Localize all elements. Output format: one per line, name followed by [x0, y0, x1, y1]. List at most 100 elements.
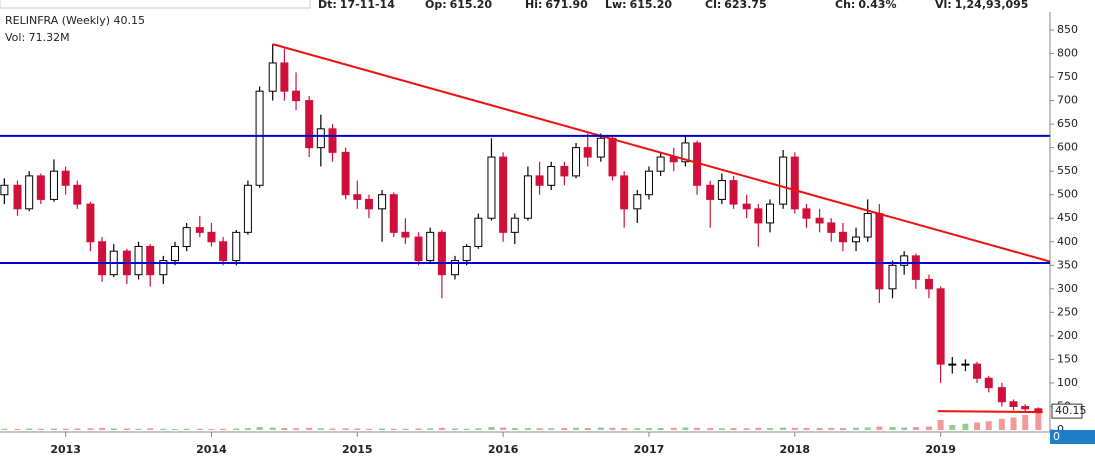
- candle-body: [633, 194, 642, 210]
- volume-bar: [573, 427, 580, 430]
- candle-body: [86, 203, 95, 243]
- volume-bar: [730, 428, 737, 430]
- volume-bar: [183, 428, 190, 430]
- y-tick-label: 600: [1057, 141, 1078, 154]
- x-tick-label: 2014: [196, 443, 227, 456]
- volume-bar: [536, 428, 543, 430]
- candle-body: [207, 231, 216, 243]
- volume-bar: [342, 428, 349, 430]
- candle-body: [219, 241, 228, 262]
- candle-body: [838, 231, 847, 243]
- candle-body: [742, 203, 751, 210]
- candle-body: [596, 137, 605, 158]
- candle-body: [280, 62, 289, 92]
- x-tick-label: 2017: [634, 443, 665, 456]
- candle-body: [620, 175, 629, 210]
- y-tick-label: 0: [1057, 423, 1064, 436]
- candle-body: [159, 260, 168, 276]
- volume-bar: [962, 423, 969, 430]
- volume-bar: [281, 428, 288, 430]
- header-label: Vl:: [935, 0, 952, 11]
- x-tick-label: 2016: [488, 443, 519, 456]
- candle-body: [608, 137, 617, 177]
- volume-bar: [889, 427, 896, 430]
- candle-body: [378, 194, 387, 210]
- volume-bar: [864, 427, 871, 430]
- volume-bar: [62, 428, 69, 430]
- volume-bar: [379, 428, 386, 430]
- volume-bar: [390, 428, 397, 430]
- candle-body: [401, 231, 410, 238]
- header-value: 671.90: [545, 0, 588, 11]
- candle-body: [1021, 405, 1030, 410]
- volume-bar: [1022, 415, 1029, 430]
- volume-bar: [998, 418, 1005, 430]
- candle-body: [560, 165, 569, 177]
- volume-axis-label: 0: [1053, 430, 1060, 443]
- y-tick-label: 250: [1057, 305, 1078, 318]
- candle-body: [134, 245, 143, 276]
- candle-body: [36, 175, 45, 200]
- candle-body: [146, 245, 155, 276]
- candle-body: [973, 363, 982, 379]
- candle-body: [451, 260, 459, 276]
- candle-body: [888, 264, 897, 290]
- header-value: 615.20: [630, 0, 673, 11]
- volume-bar: [974, 422, 981, 430]
- candle-body: [61, 170, 70, 186]
- candle-body: [243, 184, 252, 233]
- candle-body: [961, 363, 970, 366]
- candle-body: [997, 387, 1006, 403]
- volume-bar: [99, 428, 106, 430]
- volume-bar: [839, 428, 846, 430]
- volume-bar: [670, 427, 677, 430]
- volume-bar: [317, 428, 324, 430]
- volume-bar: [767, 428, 773, 430]
- candle-body: [487, 156, 496, 219]
- volume-bar: [985, 421, 992, 430]
- candle-body: [25, 175, 34, 210]
- candle-body: [572, 147, 581, 177]
- header: Dt: 17-11-14 Op: 615.20 Hi: 671.90 Lw: 615.20 Cl…: [318, 0, 1028, 11]
- y-tick-label: 700: [1057, 94, 1078, 107]
- y-tick-label: 750: [1057, 70, 1078, 83]
- candle-body: [0, 184, 9, 196]
- candle-body: [1009, 401, 1018, 407]
- header-label: Dt:: [318, 0, 337, 11]
- volume-bar: [354, 428, 361, 430]
- header-label: Op:: [425, 0, 447, 11]
- candle-body: [729, 180, 738, 205]
- volume-bar: [657, 428, 664, 430]
- candle-body: [644, 170, 653, 196]
- candle-body: [863, 213, 872, 238]
- candle-body: [827, 222, 836, 233]
- candle-body: [13, 184, 22, 210]
- symbol-input[interactable]: [0, 0, 311, 9]
- candle-body: [900, 255, 909, 266]
- volume-bar: [415, 428, 422, 430]
- candle-body: [292, 90, 301, 102]
- volume-bar: [26, 428, 33, 430]
- candle-body: [754, 208, 763, 224]
- header-label: Ch:: [835, 0, 855, 11]
- volume-bar: [87, 428, 94, 430]
- candle-body: [875, 213, 884, 290]
- header-label: Cl:: [705, 0, 721, 11]
- volume-bar: [803, 428, 810, 430]
- candle-body: [474, 217, 483, 247]
- volume-bar: [74, 428, 81, 430]
- volume-bar: [609, 427, 616, 430]
- trend-line: [937, 410, 1043, 414]
- candle-body: [656, 156, 665, 172]
- candle-body: [790, 156, 799, 210]
- volume-bar: [780, 427, 787, 430]
- volume-bar: [452, 428, 458, 430]
- header-value: 0.43%: [858, 0, 896, 11]
- y-tick-label: 300: [1057, 282, 1078, 295]
- volume-bar: [853, 427, 860, 430]
- candle-body: [1034, 408, 1043, 412]
- candle-body: [852, 236, 861, 243]
